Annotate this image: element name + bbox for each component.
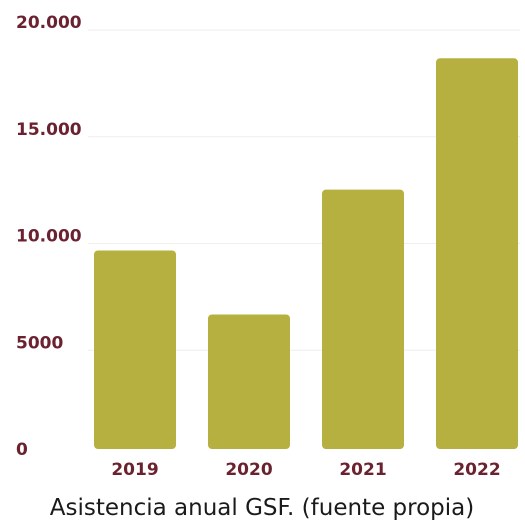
y-tick-label: 20.000 xyxy=(16,13,82,33)
bars xyxy=(94,58,518,450)
y-tick-label: 10.000 xyxy=(16,227,82,247)
y-tick-label: 0 xyxy=(16,440,28,460)
bar-2021 xyxy=(322,189,404,449)
chart-caption: Asistencia anual GSF. (fuente propia) xyxy=(50,495,474,521)
bar-2020 xyxy=(208,314,290,449)
bar-2019 xyxy=(94,250,176,449)
x-tick-label: 2021 xyxy=(339,460,386,480)
x-tick-label: 2022 xyxy=(453,460,500,480)
y-tick-label: 5000 xyxy=(16,333,63,353)
x-tick-label: 2020 xyxy=(225,460,272,480)
y-tick-label: 15.000 xyxy=(16,120,82,140)
x-axis-ticks: 2019 2020 2021 2022 xyxy=(111,460,500,480)
y-axis-ticks: 0 5000 10.000 15.000 20.000 xyxy=(16,13,82,460)
bar-2022 xyxy=(436,58,518,450)
x-tick-label: 2019 xyxy=(111,460,158,480)
